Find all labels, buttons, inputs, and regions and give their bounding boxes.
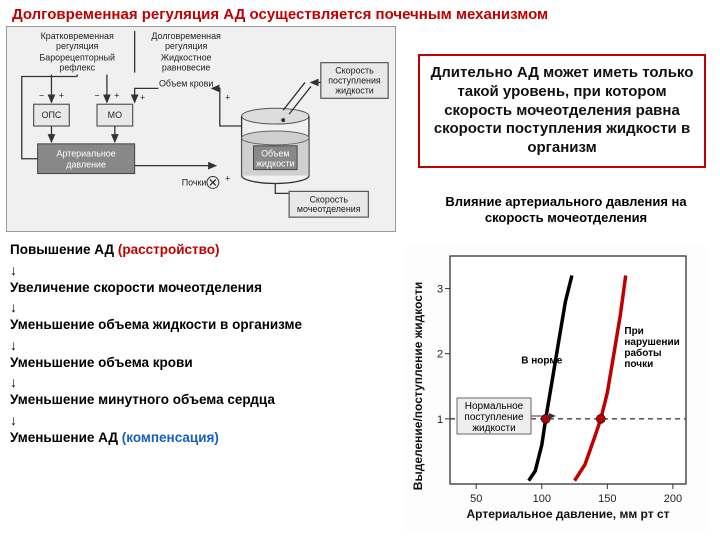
svg-text:Скорость: Скорость	[335, 66, 374, 76]
steps-sequence: Повышение АД (расстройство) ↓ Увеличение…	[10, 242, 390, 450]
svg-text:50: 50	[470, 493, 482, 505]
svg-text:+: +	[225, 92, 230, 102]
step-5: Уменьшение минутного объема сердца	[10, 392, 390, 408]
svg-text:Выделение/поступление жидкости: Выделение/поступление жидкости	[411, 282, 425, 490]
svg-text:ОПС: ОПС	[42, 110, 62, 120]
svg-text:поступление: поступление	[464, 412, 524, 423]
svg-text:рефлекс: рефлекс	[59, 63, 95, 73]
svg-text:Долговременная: Долговременная	[151, 31, 221, 41]
step-2: Увеличение скорости мочеотделения	[10, 280, 390, 296]
step-1: Повышение АД (расстройство)	[10, 242, 390, 258]
svg-text:Жидкостное: Жидкостное	[161, 53, 212, 63]
diagram-label: Кратковременная	[41, 31, 114, 41]
svg-text:нарушении: нарушении	[624, 337, 679, 348]
svg-text:почки: почки	[624, 359, 653, 370]
svg-text:Барорецепторный: Барорецепторный	[39, 53, 115, 63]
down-arrow-icon: ↓	[10, 374, 390, 390]
svg-text:Скорость: Скорость	[310, 194, 349, 204]
svg-text:жидкости: жидкости	[256, 159, 295, 169]
svg-text:регуляция: регуляция	[56, 41, 99, 51]
svg-text:Почки: Почки	[182, 177, 207, 187]
svg-text:МО: МО	[108, 110, 122, 120]
svg-text:150: 150	[598, 493, 616, 505]
svg-text:+: +	[59, 90, 64, 100]
svg-text:мочеотделения: мочеотделения	[297, 204, 361, 214]
svg-text:−: −	[94, 90, 99, 100]
svg-text:При: При	[624, 326, 643, 337]
beaker: Объем жидкости	[242, 108, 309, 183]
svg-text:В норме: В норме	[521, 355, 563, 366]
svg-text:3: 3	[437, 284, 443, 296]
svg-text:−: −	[39, 90, 44, 100]
step-4: Уменьшение объема крови	[10, 355, 390, 371]
step-6: Уменьшение АД (компенсация)	[10, 430, 390, 446]
svg-text:100: 100	[533, 493, 551, 505]
svg-text:2: 2	[437, 349, 443, 361]
down-arrow-icon: ↓	[10, 412, 390, 428]
page-title: Долговременная регуляция АД осуществляет…	[0, 0, 720, 25]
svg-text:Нормальное: Нормальное	[465, 401, 524, 412]
down-arrow-icon: ↓	[10, 262, 390, 278]
down-arrow-icon: ↓	[10, 337, 390, 353]
down-arrow-icon: ↓	[10, 299, 390, 315]
chart-caption: Влияние артериального давления на скорос…	[442, 194, 690, 225]
svg-text:давление: давление	[66, 160, 106, 170]
svg-text:200: 200	[664, 493, 682, 505]
svg-text:жидкости: жидкости	[335, 85, 374, 95]
svg-text:Объем крови: Объем крови	[159, 78, 213, 88]
svg-text:регуляция: регуляция	[165, 41, 208, 51]
flow-diagram: Кратковременная регуляция Барорецепторны…	[6, 26, 396, 232]
svg-text:поступления: поступления	[328, 75, 381, 85]
chart: Выделение/поступление жидкости Артериаль…	[406, 246, 706, 532]
svg-text:Артериальное: Артериальное	[57, 149, 116, 159]
svg-text:+: +	[114, 90, 119, 100]
svg-text:Артериальное давление, мм рт с: Артериальное давление, мм рт ст	[467, 507, 670, 521]
step-3: Уменьшение объема жидкости в организме	[10, 317, 390, 333]
svg-text:+: +	[140, 92, 145, 102]
callout-box: Длительно АД может иметь только такой ур…	[418, 54, 706, 168]
svg-text:жидкости: жидкости	[472, 423, 515, 434]
svg-text:Объем: Объем	[261, 149, 289, 159]
svg-text:работы: работы	[624, 347, 661, 359]
svg-text:1: 1	[437, 414, 443, 426]
svg-text:равновесие: равновесие	[162, 63, 211, 73]
svg-text:+: +	[225, 173, 230, 183]
